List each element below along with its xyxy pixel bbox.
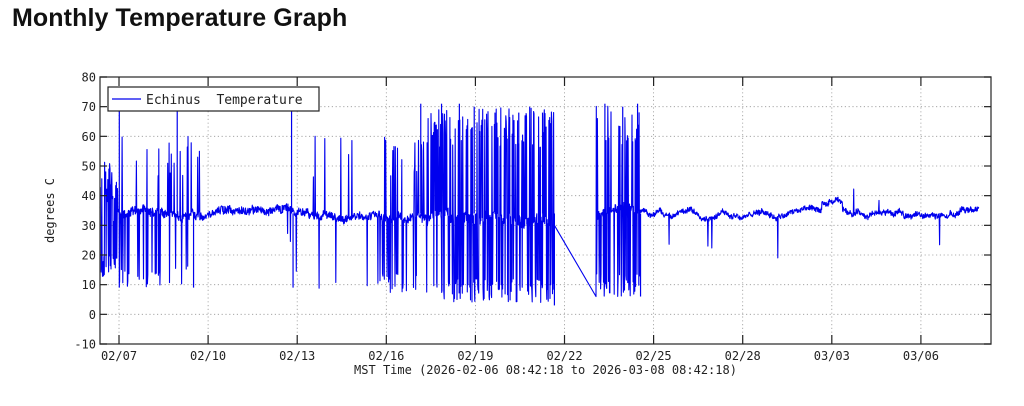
x-tick-label: 02/28 bbox=[725, 349, 761, 363]
x-tick-label: 02/16 bbox=[368, 349, 404, 363]
x-tick-labels: 02/07 02/10 02/13 02/16 02/19 02/22 02/25 02/28… bbox=[101, 349, 939, 363]
y-tick-label: 30 bbox=[82, 219, 96, 233]
series-echinus-temperature bbox=[99, 103, 980, 306]
legend-entry-label: Echinus Temperature bbox=[146, 93, 303, 108]
y-tick-label: 10 bbox=[82, 278, 96, 292]
y-tick-label: 80 bbox=[82, 71, 96, 85]
axes-frame bbox=[99, 76, 992, 345]
x-tick-label: 03/06 bbox=[903, 349, 939, 363]
y-tick-label: 40 bbox=[82, 189, 96, 203]
x-tick-label: 02/07 bbox=[101, 349, 137, 363]
x-tick-label: 02/22 bbox=[546, 349, 582, 363]
x-tick-label: 02/19 bbox=[457, 349, 493, 363]
legend-box bbox=[107, 86, 320, 112]
y-tick-label: 70 bbox=[82, 100, 96, 114]
x-tick-label: 02/13 bbox=[279, 349, 315, 363]
axis-ticks bbox=[100, 76, 991, 345]
y-tick-label: 0 bbox=[89, 308, 96, 322]
y-tick-labels: -10 0 10 20 30 40 50 60 70 80 bbox=[74, 71, 96, 352]
x-tick-label: 03/03 bbox=[814, 349, 850, 363]
x-tick-label: 02/25 bbox=[636, 349, 672, 363]
y-tick-label: 60 bbox=[82, 130, 96, 144]
chart-legend: Echinus Temperature bbox=[107, 86, 320, 112]
x-tick-label: 02/10 bbox=[190, 349, 226, 363]
page-title: Monthly Temperature Graph bbox=[12, 4, 348, 32]
y-axis-label: degrees C bbox=[43, 178, 57, 243]
temperature-line bbox=[99, 105, 980, 303]
y-tick-label: -10 bbox=[74, 338, 96, 352]
y-tick-label: 20 bbox=[82, 249, 96, 263]
y-tick-label: 50 bbox=[82, 160, 96, 174]
x-axis-label: MST Time (2026-02-06 08:42:18 to 2026-03… bbox=[354, 363, 737, 377]
